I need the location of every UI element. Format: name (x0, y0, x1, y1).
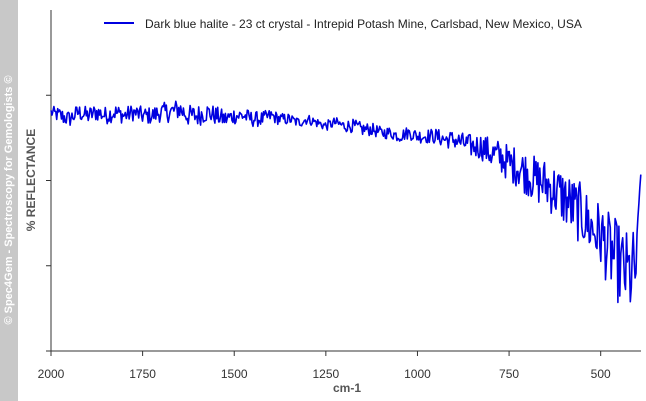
x-tick-label: 1000 (404, 367, 431, 381)
x-tick-label: 500 (591, 367, 611, 381)
axes: 2000 1750 1500 1250 1000 750 500 (38, 10, 641, 381)
legend-label: Dark blue halite - 23 ct crystal - Intre… (145, 17, 582, 31)
x-tick-label: 750 (499, 367, 519, 381)
plot-area (50, 100, 642, 304)
x-axis-title: cm-1 (333, 381, 361, 395)
legend: Dark blue halite - 23 ct crystal - Intre… (104, 17, 582, 31)
x-tick-label: 1500 (221, 367, 248, 381)
x-tick-label: 1750 (129, 367, 156, 381)
y-axis-title: % REFLECTANCE (24, 129, 38, 231)
watermark-band: © Spec4Gem - Spectroscopy for Gemologist… (0, 0, 18, 401)
series-line (50, 100, 642, 304)
x-tick-label: 2000 (38, 367, 65, 381)
x-tick-label: 1250 (312, 367, 339, 381)
